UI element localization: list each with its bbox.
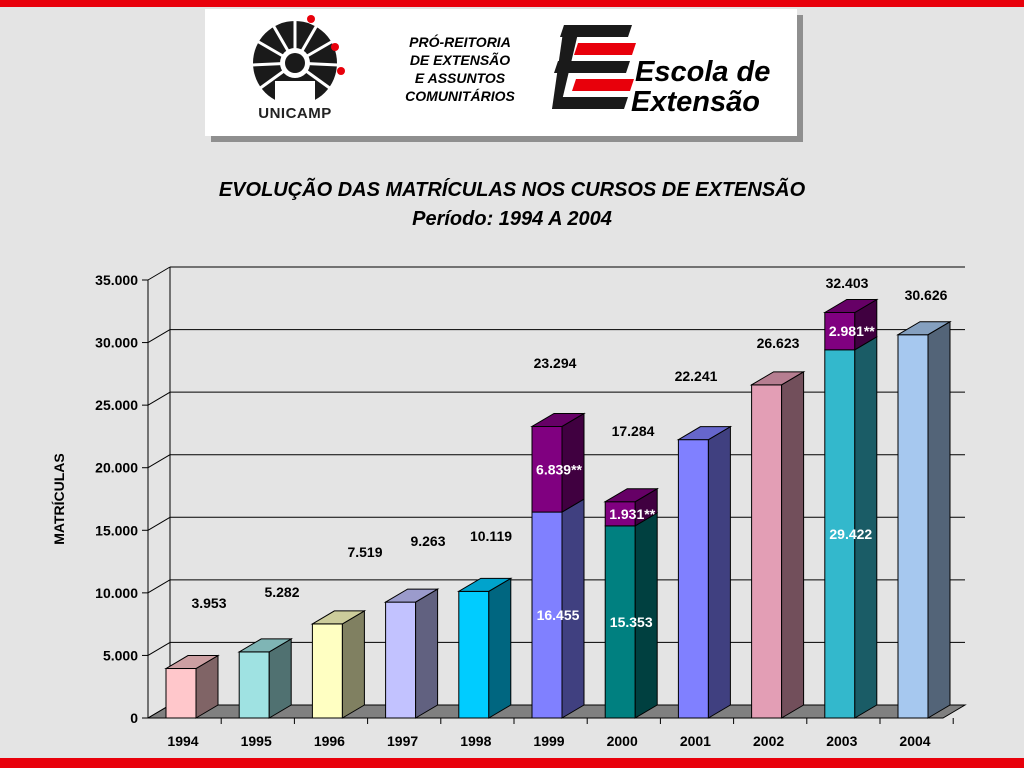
bar-top [164,655,220,670]
bar-value-label: 17.284 [612,423,655,439]
bar-top [310,610,367,625]
y-grid-connector [147,641,171,656]
unicamp-logo-icon [251,15,345,111]
bar-side [488,577,512,719]
org-line: E ASSUNTOS [414,70,506,86]
y-tick-label: 5.000 [103,647,138,663]
y-axis-label: MATRÍCULAS [51,453,67,545]
bar-value-label: 5.282 [264,584,299,600]
x-tick-label: 1997 [387,733,418,749]
x-tick-label: 1994 [167,733,198,749]
x-tick-label: 1999 [533,733,564,749]
bar-side [415,588,439,719]
org-line: PRÓ-REITORIA [409,34,511,50]
x-tick-label: 2003 [826,733,857,749]
x-tick-label: 1998 [460,733,491,749]
bottom-red-border [0,758,1024,768]
bar-side [707,425,731,719]
chart-subtitle: Período: 1994 A 2004 [412,208,612,230]
bar-stack-top-top [530,412,586,427]
y-tick-label: 35.000 [95,272,138,288]
bar-value-label: 10.119 [470,528,512,544]
top-red-border [0,0,1024,7]
y-tick-label: 30.000 [95,335,138,351]
bar-top [676,426,733,441]
bar-value-label: 23.294 [534,355,577,371]
y-grid-connector [147,391,171,406]
bar-side [268,638,292,719]
y-tick-label: 25.000 [95,397,138,413]
bar-value-label: 22.241 [675,368,718,384]
stack-base-label: 15.353 [610,614,653,630]
bar-top [456,577,513,592]
chart-title-block: EVOLUÇÃO DAS MATRÍCULAS NOS CURSOS DE EX… [0,176,1024,234]
x-tick-label: 2004 [899,733,930,749]
bar-stack-top-top [603,488,660,503]
x-tick-label: 1996 [314,733,345,749]
stack-top-label: 1.931** [609,506,655,522]
x-tick-label: 2000 [607,733,638,749]
y-grid-connector [147,266,171,281]
bar-stack-top-front [531,425,563,513]
bar-top [383,588,440,603]
bar-front [311,623,343,719]
header-panel: UNICAMP PRÓ-REITORIA DE EXTENSÃO E ASSUN… [205,9,797,136]
bar-front [385,601,417,719]
school-name: Escola de Extensão [631,56,771,117]
escola-logo-icon [552,25,636,109]
stack-base-label: 16.455 [537,607,580,623]
y-tick-label: 15.000 [95,522,138,538]
bar-value-label: 26.623 [757,335,800,351]
bar-value-label: 32.403 [826,275,869,291]
bar-side [781,370,805,719]
x-tick-label: 1995 [241,733,272,749]
school-line: Escola de [635,56,771,88]
org-line: COMUNITÁRIOS [405,88,515,104]
bar-side [341,610,365,719]
stack-base-label: 29.422 [829,526,872,542]
bar-front [677,439,709,719]
bar-top [749,371,806,386]
y-grid-connector [147,516,171,531]
university-name: UNICAMP [258,105,332,122]
y-grid-connector [147,329,171,344]
bar-stack-top-front [604,501,636,527]
bar-stack-top-top [822,298,879,313]
bar-front [238,651,270,719]
y-tick-label: 0 [130,710,138,726]
chart-title: EVOLUÇÃO DAS MATRÍCULAS NOS CURSOS DE EX… [218,179,806,201]
stack-top-label: 2.981** [829,323,875,339]
org-name: PRÓ-REITORIA DE EXTENSÃO E ASSUNTOS COMU… [390,33,530,105]
y-tick-label: 10.000 [95,585,138,601]
bar-value-label: 9.263 [410,533,445,549]
stack-top-label: 6.839** [536,461,582,477]
bar-top [237,638,294,653]
bar-front [458,590,490,719]
org-line: DE EXTENSÃO [409,52,511,68]
bar-front [604,525,636,719]
y-tick-label: 20.000 [95,460,138,476]
bar-value-label: 30.626 [905,287,948,303]
bar-value-label: 3.953 [191,595,226,611]
bar-side [927,320,951,719]
x-tick-label: 2001 [680,733,711,749]
y-grid-connector [147,454,171,469]
bar-top [896,321,952,336]
bar-front [897,334,929,719]
school-line: Extensão [631,86,760,118]
bar-value-label: 7.519 [347,544,382,560]
bar-front [165,668,197,719]
x-tick-label: 2002 [753,733,784,749]
y-grid-connector [147,579,171,594]
bar-front [751,384,783,719]
